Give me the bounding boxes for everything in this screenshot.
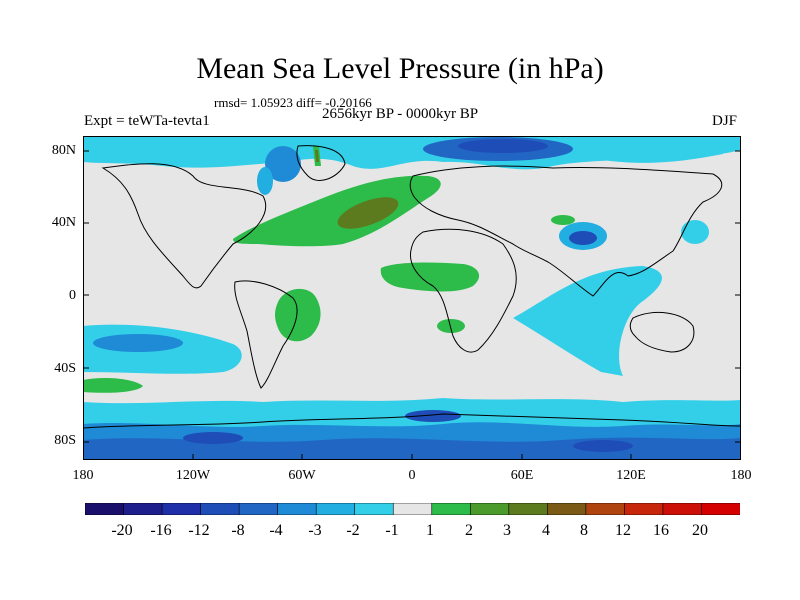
lat-label-40n: 40N — [51, 215, 76, 230]
africa-outline — [409, 228, 517, 353]
colorbar-label: 12 — [615, 522, 631, 539]
colorbar-swatch — [508, 503, 548, 515]
lon-ticks — [192, 454, 632, 460]
colorbar-swatch — [624, 503, 664, 515]
lon-label-180e: 180 — [730, 468, 752, 483]
colorbar-swatch — [701, 503, 740, 515]
colorbar-swatch — [585, 503, 626, 515]
season-label: DJF — [712, 113, 738, 129]
lat-ticks — [83, 150, 741, 443]
south-pacific-blue-core — [93, 334, 183, 352]
lon-label-120w: 120W — [175, 468, 211, 483]
south-america-outline — [234, 280, 298, 389]
colorbar-swatch — [315, 503, 356, 515]
colorbar-label: 3 — [503, 522, 511, 539]
lon-label-120e: 120E — [616, 468, 646, 483]
colorbar-swatch — [431, 503, 471, 515]
southern-africa-green — [437, 319, 465, 333]
experiment-label: Expt = teWTa-tevta1 — [84, 113, 210, 129]
north-atlantic-olive-core — [337, 197, 399, 229]
colorbar-label: 2 — [465, 522, 473, 539]
colorbar-label: 20 — [692, 522, 708, 539]
colorbar-label: 4 — [542, 522, 550, 539]
antarctic-deep-core-3 — [573, 440, 633, 452]
greenland-outline — [296, 145, 346, 181]
colorbar-label: 1 — [426, 522, 434, 539]
lon-label-60w: 60W — [288, 468, 316, 483]
map-title: Mean Sea Level Pressure (in hPa) — [196, 52, 604, 85]
greenland-olive-streak — [315, 150, 319, 162]
greenland-blue — [265, 146, 301, 182]
north-atlantic-green-region — [233, 175, 441, 247]
coastlines — [83, 145, 741, 429]
colorbar-label: -8 — [231, 522, 245, 539]
colorbar-swatch — [354, 503, 394, 515]
pressure-difference-map — [83, 136, 741, 460]
colorbar-swatch — [392, 503, 433, 515]
north-america-outline — [101, 163, 267, 289]
lon-label-60e: 60E — [510, 468, 534, 483]
colorbar-label: -4 — [269, 522, 283, 539]
colorbar-label: -20 — [111, 522, 133, 539]
colorbar-swatch — [200, 503, 240, 515]
alaska-blue — [257, 167, 273, 195]
eurasia-outline — [409, 165, 723, 297]
colorbar-swatch — [662, 503, 703, 515]
north-pacific-cyan — [681, 220, 709, 244]
colorbar-label: -12 — [188, 522, 210, 539]
colorbar-label: 8 — [580, 522, 588, 539]
south-atlantic-green-region — [83, 378, 143, 393]
colorbar-swatch — [85, 503, 125, 515]
arctic-deep-blue-core — [458, 139, 548, 153]
lat-label-0: 0 — [69, 288, 76, 303]
lon-label-0: 0 — [408, 468, 416, 483]
rmsd-diff-stats: rmsd= 1.05923 diff= -0.20166 — [214, 95, 372, 110]
colorbar-swatch — [123, 503, 163, 515]
time-period: 2656kyr BP - 0000kyr BP — [322, 106, 479, 122]
lat-label-80n: 80N — [51, 143, 76, 158]
colorbar-label: -2 — [346, 522, 360, 539]
lon-label-180w: 180 — [72, 468, 94, 483]
colorbar-swatch — [469, 503, 510, 515]
lat-label-80s: 80S — [54, 433, 76, 448]
colorbar-label: -1 — [385, 522, 399, 539]
colorbar-swatch — [238, 503, 279, 515]
lat-label-40s: 40S — [54, 361, 76, 376]
australia-outline — [629, 312, 695, 353]
colorbar-label: -3 — [308, 522, 322, 539]
antarctic-deep-core-2 — [405, 410, 461, 422]
colorbar-swatch — [277, 503, 317, 515]
antarctic-deep-core-1 — [183, 432, 243, 444]
colorbar-label: -16 — [150, 522, 172, 539]
colorbar — [85, 503, 740, 515]
tibet-blue-core — [569, 231, 597, 245]
china-green-patch — [551, 215, 575, 225]
south-america-green-region — [275, 288, 321, 342]
sahara-green-region — [380, 262, 480, 292]
antarctica-outline — [83, 413, 741, 429]
indian-ocean-cyan-region — [513, 266, 662, 376]
colorbar-swatch — [161, 503, 202, 515]
colorbar-label: 16 — [653, 522, 669, 539]
colorbar-swatch — [547, 503, 587, 515]
